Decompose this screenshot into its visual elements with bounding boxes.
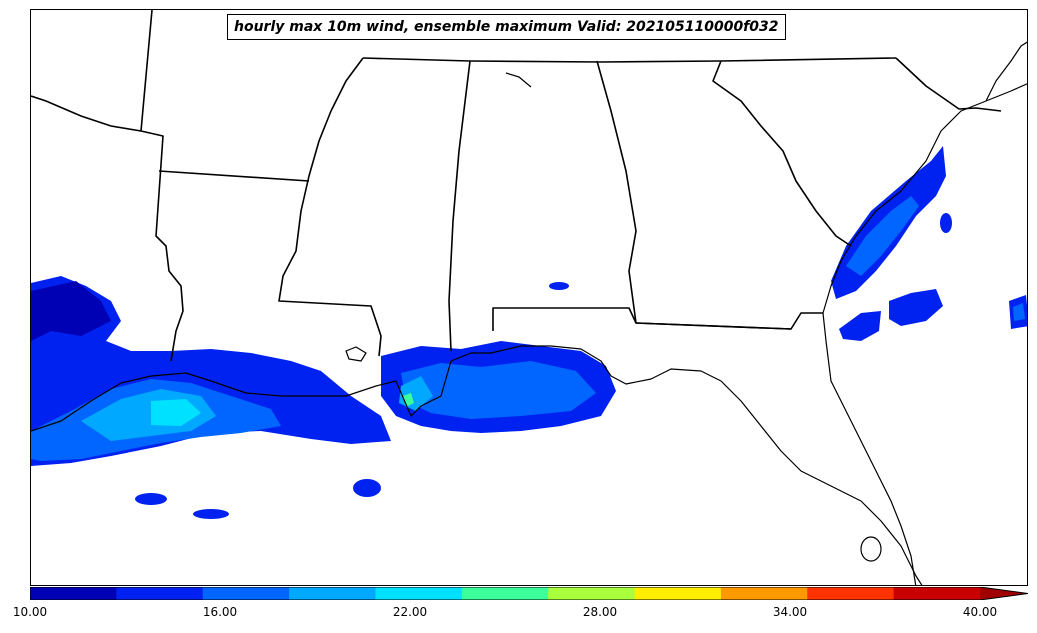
border-ar-south	[158, 170, 310, 182]
wind-patch-small-4	[549, 282, 569, 290]
colorbar-segment	[30, 587, 117, 600]
wind-patch-atlantic-offshore-2	[889, 289, 943, 326]
colorbar-segment	[116, 587, 204, 600]
colorbar-segment	[375, 587, 463, 600]
border-tx-la	[31, 95, 142, 132]
wind-patch-texas-inland	[31, 281, 111, 341]
coastline-atlantic	[822, 83, 1027, 314]
coastline-florida-east	[822, 312, 917, 585]
wind-patch-small-5	[940, 213, 952, 233]
colorbar-segment	[634, 587, 722, 600]
wind-patch-small-2	[193, 509, 229, 519]
colorbar-segment	[807, 587, 895, 600]
colorbar-segment	[720, 587, 808, 600]
lake-okeechobee	[860, 536, 882, 562]
wind-patch-small-1	[135, 493, 167, 505]
border-ga-fl	[635, 322, 792, 330]
colorbar-segment	[893, 587, 981, 600]
colorbar-tick-label: 34.00	[772, 605, 808, 619]
colorbar-segment	[202, 587, 290, 600]
border-al-ga	[596, 60, 637, 324]
colorbar-tick-label: 40.00	[962, 605, 998, 619]
border-ga-sc	[712, 60, 852, 247]
border-tn-south	[362, 57, 897, 63]
coastline-nc	[985, 41, 1027, 102]
colorbar-segment	[289, 587, 376, 600]
wind-patch-atlantic-offshore-1	[839, 311, 881, 341]
border-ar-la-ms	[140, 10, 184, 362]
colorbar-segment	[548, 587, 636, 600]
coastline-texas	[31, 345, 923, 585]
wind-patch-central-gulf-mid	[401, 361, 596, 419]
colorbar-segment	[461, 587, 549, 600]
map-panel	[30, 9, 1028, 586]
mobile-bay	[505, 72, 532, 88]
wind-patch-atlantic-coast-mid	[846, 196, 919, 276]
colorbar-tick-label: 10.00	[12, 605, 48, 619]
coastline	[31, 41, 1027, 585]
border-ms-west	[278, 57, 382, 357]
colorbar-tick-label: 16.00	[202, 605, 238, 619]
lake-pontchartrain	[345, 346, 367, 362]
map-canvas	[31, 10, 1027, 585]
border-ms-al	[448, 60, 471, 352]
colorbar-extend-arrow	[980, 587, 1028, 600]
wind-patch-west-gulf-peak	[151, 399, 201, 426]
colorbar-tick-label: 22.00	[392, 605, 428, 619]
border-nc-sc	[895, 57, 1002, 112]
wind-patch-atlantic-offshore-3-core	[1013, 303, 1025, 321]
map-boundaries	[140, 10, 1002, 362]
colorbar	[30, 587, 1029, 600]
wind-patch-small-3	[353, 479, 381, 497]
map-title: hourly max 10m wind, ensemble maximum Va…	[227, 14, 786, 40]
wind-field	[31, 146, 1027, 519]
colorbar-tick-label: 28.00	[582, 605, 618, 619]
